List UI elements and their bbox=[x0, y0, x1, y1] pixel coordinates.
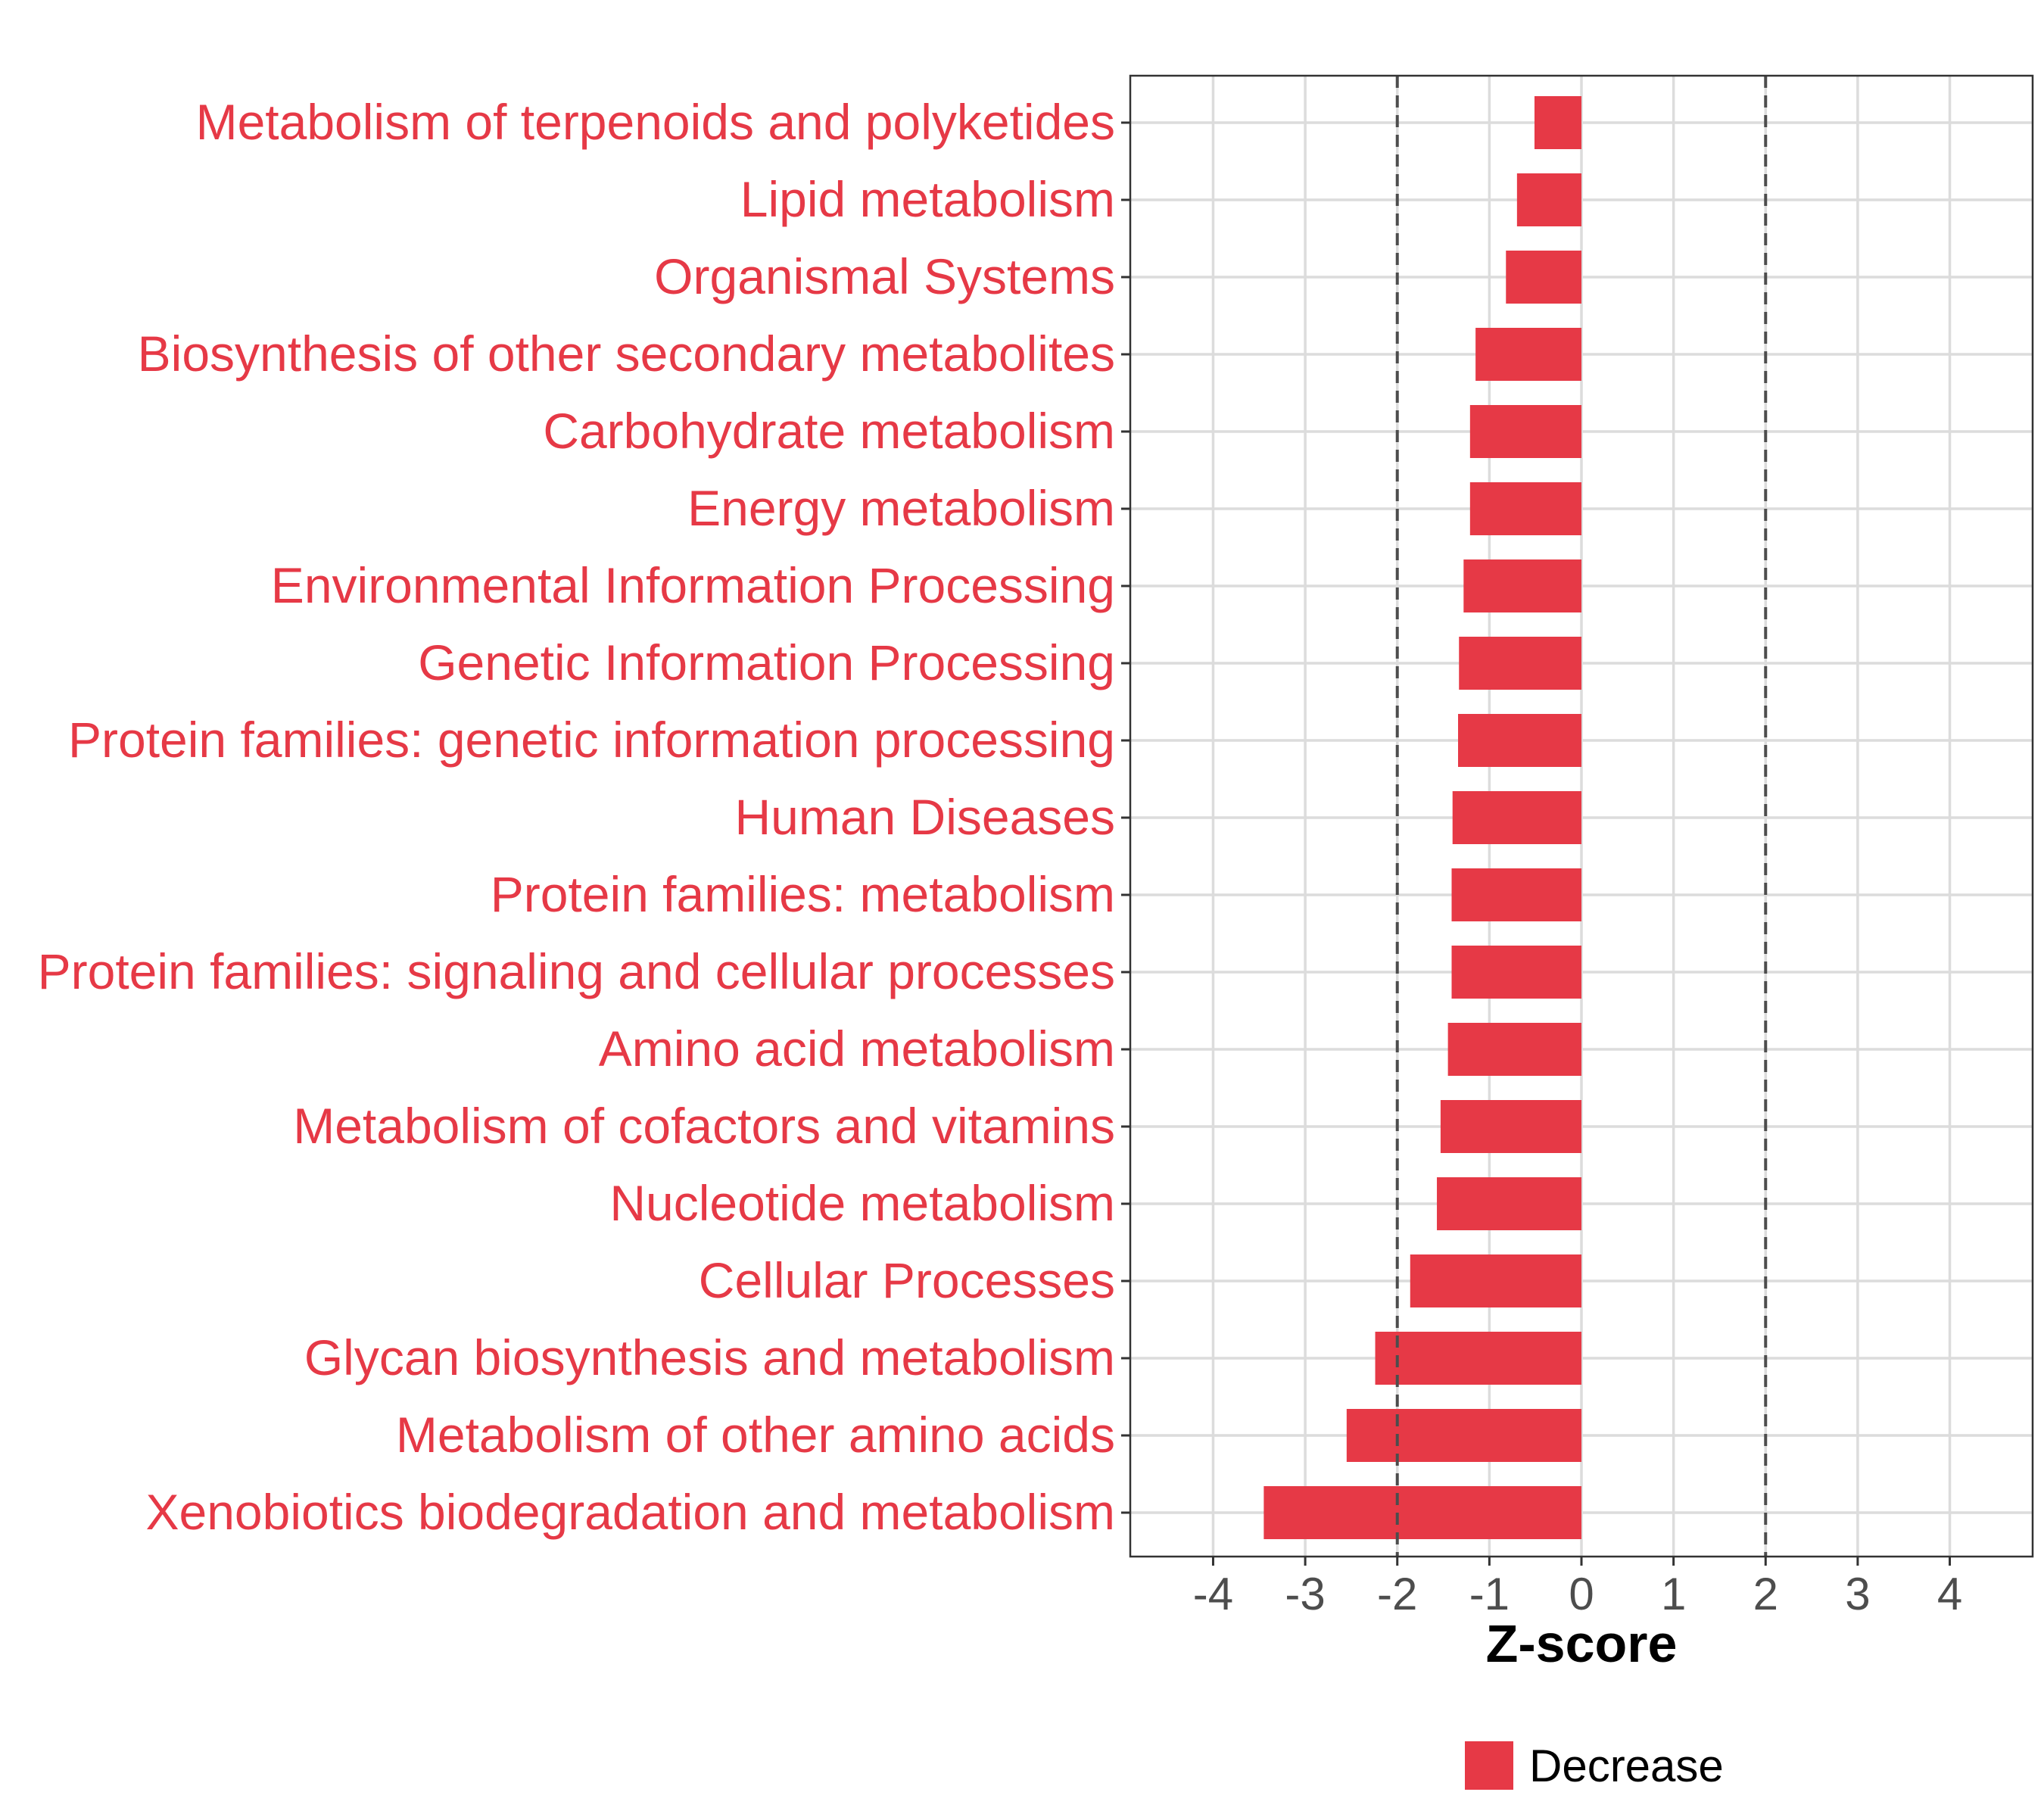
bar bbox=[1440, 1100, 1581, 1153]
legend-label-decrease: Decrease bbox=[1529, 1741, 1724, 1791]
bar bbox=[1410, 1254, 1581, 1307]
category-label: Nucleotide metabolism bbox=[609, 1175, 1115, 1231]
category-label: Protein families: signaling and cellular… bbox=[38, 943, 1115, 999]
category-label: Glycan biosynthesis and metabolism bbox=[304, 1329, 1115, 1385]
bars bbox=[1263, 96, 1581, 1539]
bar bbox=[1263, 1486, 1581, 1539]
category-label: Genetic Information Processing bbox=[418, 634, 1115, 690]
category-label: Amino acid metabolism bbox=[599, 1021, 1115, 1077]
x-tick-label: -1 bbox=[1469, 1569, 1510, 1619]
category-label: Cellular Processes bbox=[699, 1252, 1115, 1308]
bar bbox=[1534, 96, 1581, 149]
x-tick-label: -2 bbox=[1377, 1569, 1417, 1619]
category-label: Metabolism of cofactors and vitamins bbox=[293, 1098, 1115, 1154]
category-label: Metabolism of terpenoids and polyketides bbox=[196, 94, 1115, 150]
bar bbox=[1506, 251, 1581, 304]
category-label: Protein families: metabolism bbox=[491, 866, 1115, 922]
bar bbox=[1469, 405, 1581, 458]
legend: Decrease bbox=[1465, 1741, 1724, 1791]
legend-key-decrease bbox=[1465, 1741, 1513, 1790]
bar bbox=[1447, 1023, 1581, 1076]
category-label: Organismal Systems bbox=[654, 248, 1115, 304]
bar bbox=[1475, 328, 1581, 381]
bar bbox=[1437, 1177, 1581, 1230]
bar bbox=[1469, 482, 1581, 535]
bar bbox=[1451, 946, 1581, 999]
x-tick-label: 4 bbox=[1937, 1569, 1962, 1619]
bar bbox=[1452, 791, 1581, 844]
bar bbox=[1516, 173, 1581, 226]
bar bbox=[1346, 1409, 1581, 1462]
x-tick-label: 3 bbox=[1845, 1569, 1870, 1619]
category-label: Metabolism of other amino acids bbox=[396, 1407, 1115, 1463]
x-tick-label: -4 bbox=[1193, 1569, 1233, 1619]
x-tick-label: -3 bbox=[1285, 1569, 1325, 1619]
x-tick-label: 1 bbox=[1661, 1569, 1686, 1619]
bar bbox=[1458, 714, 1581, 767]
bar bbox=[1375, 1332, 1581, 1385]
bar bbox=[1451, 868, 1581, 921]
category-label: Environmental Information Processing bbox=[271, 557, 1115, 613]
category-label: Lipid metabolism bbox=[740, 171, 1115, 227]
category-label: Protein families: genetic information pr… bbox=[68, 712, 1115, 768]
reference-lines bbox=[1395, 76, 1768, 1557]
category-label: Xenobiotics biodegradation and metabolis… bbox=[146, 1484, 1116, 1540]
x-tick-label: 0 bbox=[1569, 1569, 1594, 1619]
x-axis-ticks: -4 -3 -2 -1 0 1 2 3 4 bbox=[1193, 1557, 1962, 1619]
category-label: Biosynthesis of other secondary metaboli… bbox=[138, 326, 1115, 382]
bar bbox=[1463, 559, 1581, 612]
category-label: Energy metabolism bbox=[687, 480, 1115, 536]
category-label: Carbohydrate metabolism bbox=[543, 403, 1115, 459]
category-label: Human Diseases bbox=[734, 789, 1115, 845]
y-axis-ticks: Metabolism of terpenoids and polyketides… bbox=[38, 94, 1130, 1540]
bar bbox=[1459, 637, 1581, 690]
x-axis-title: Z-score bbox=[1486, 1614, 1678, 1673]
x-tick-label: 2 bbox=[1753, 1569, 1778, 1619]
